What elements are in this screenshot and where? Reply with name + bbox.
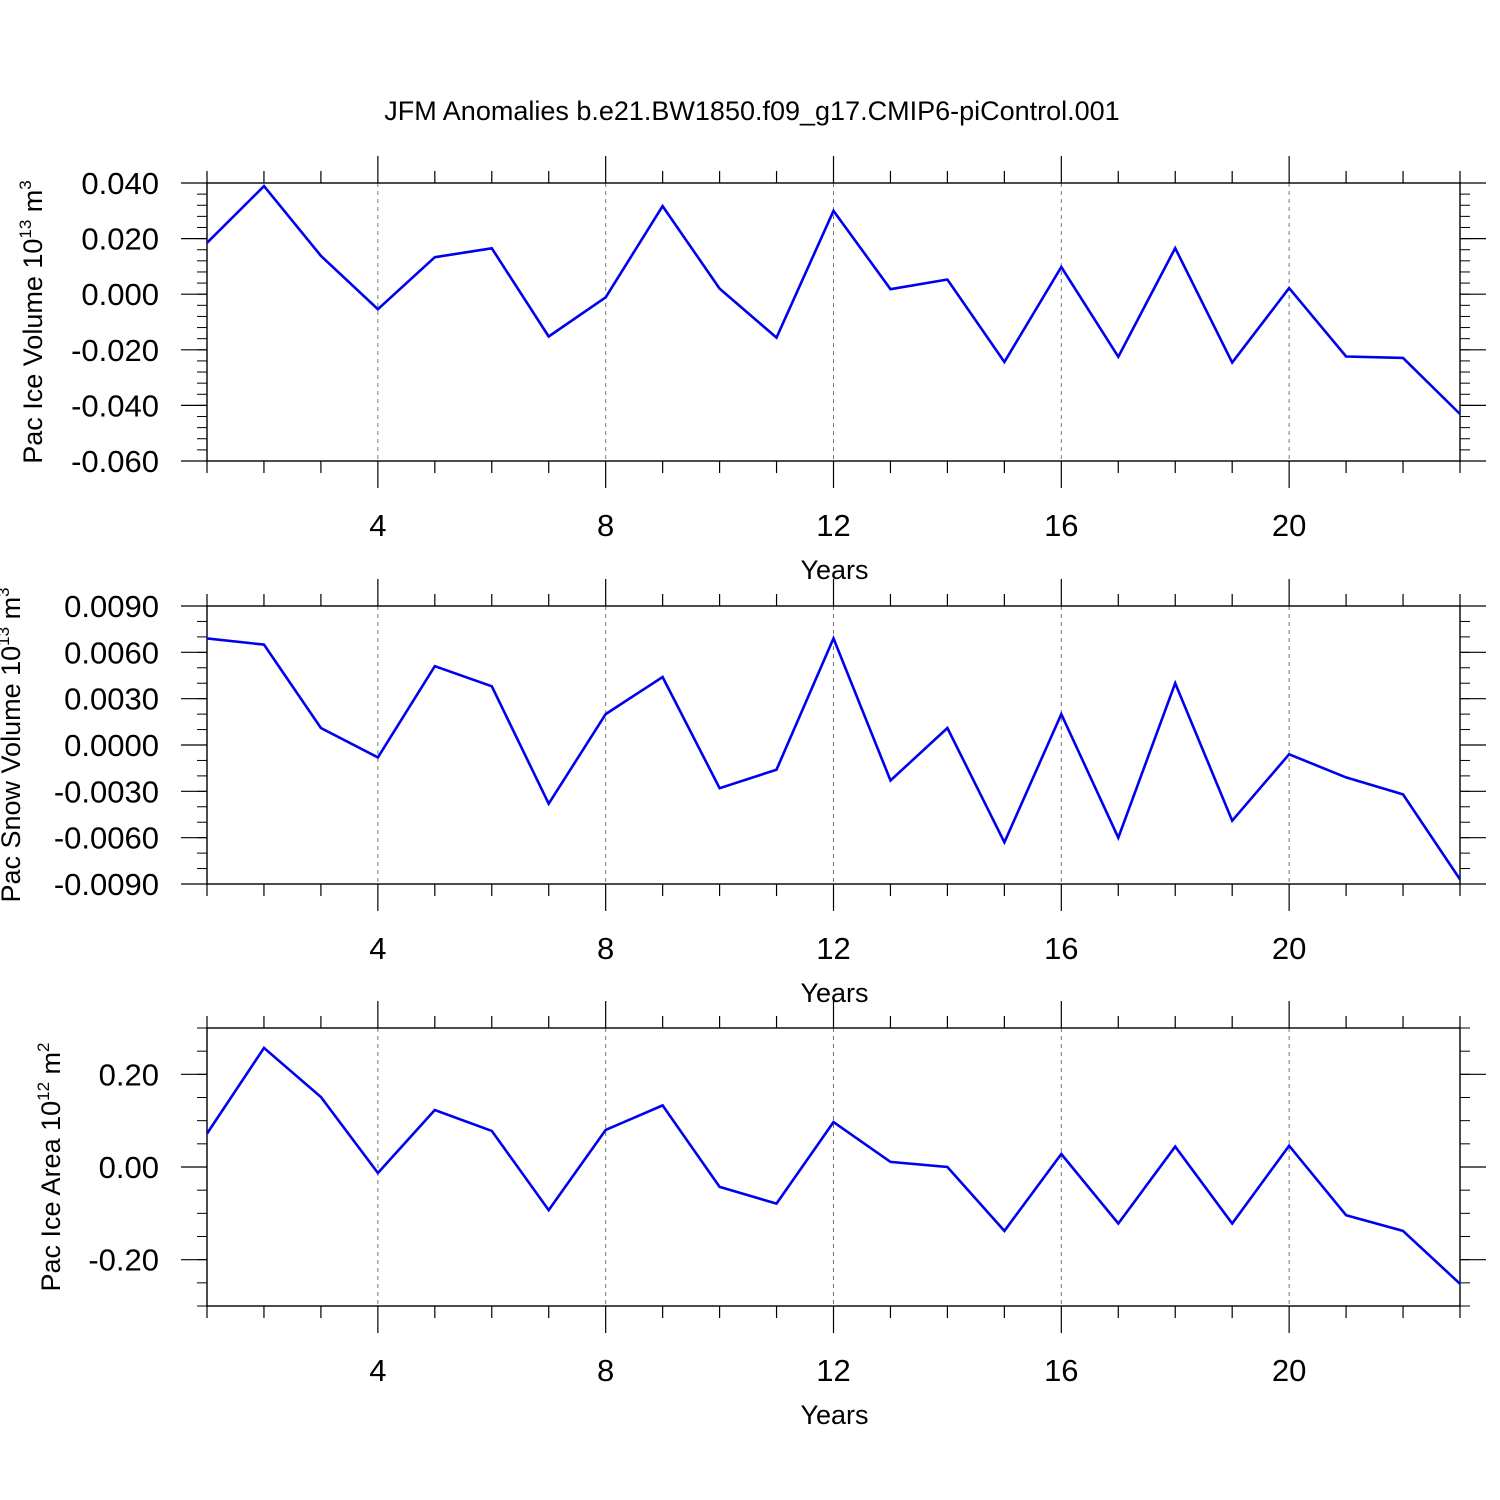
x-tick-label: 12 — [816, 1353, 850, 1388]
x-tick-label: 8 — [597, 931, 614, 966]
x-tick-label: 4 — [369, 1353, 386, 1388]
x-tick-label: 8 — [597, 1353, 614, 1388]
y-tick-label: 0.040 — [81, 166, 159, 201]
y-tick-label: -0.040 — [71, 388, 159, 423]
y-tick-label: 0.0090 — [64, 589, 159, 624]
x-axis-label: Years — [800, 978, 868, 1008]
x-tick-label: 20 — [1272, 508, 1306, 543]
panel-1: 0.040 0.020 0.000 -0.020 -0.040 -0.060 4 8 12 16 2… — [16, 156, 1486, 585]
x-tick-label: 4 — [369, 508, 386, 543]
x-tick-label: 16 — [1044, 1353, 1078, 1388]
x-tick-label: 8 — [597, 508, 614, 543]
x-tick-label: 20 — [1272, 1353, 1306, 1388]
plot-frame — [206, 605, 1461, 885]
y-tick-label: 0.0030 — [64, 682, 159, 717]
x-tick-label: 16 — [1044, 931, 1078, 966]
y-tick-label: 0.00 — [99, 1150, 159, 1185]
panel-2: 0.0090 0.0060 0.0030 0.0000 -0.0030 -0.0060 -0… — [0, 579, 1486, 1008]
y-tick-label: -0.0030 — [54, 774, 159, 809]
x-axis-label: Years — [800, 555, 868, 585]
panel-3: 0.20 0.00 -0.20 4 8 12 16 20 Years Pac Ice Area 1… — [34, 1001, 1486, 1430]
x-tick-label: 20 — [1272, 931, 1306, 966]
y-tick-label: 0.20 — [99, 1057, 159, 1092]
y-tick-label: -0.20 — [88, 1243, 159, 1278]
x-tick-label: 12 — [816, 508, 850, 543]
data-series-line — [206, 635, 1462, 881]
y-axis-label: Pac Ice Volume 1013 m3 — [16, 180, 48, 464]
y-tick-label: 0.0060 — [64, 635, 159, 670]
y-tick-label: 0.0000 — [64, 728, 159, 763]
y-tick-label: 0.020 — [81, 222, 159, 257]
chart-panels: 0.040 0.020 0.000 -0.020 -0.040 -0.060 4 8 12 16 2… — [0, 156, 1486, 1430]
y-tick-label: -0.020 — [71, 333, 159, 368]
chart-title: JFM Anomalies b.e21.BW1850.f09_g17.CMIP6… — [384, 96, 1119, 126]
x-tick-label: 16 — [1044, 508, 1078, 543]
y-tick-label: 0.000 — [81, 277, 159, 312]
y-tick-label: -0.060 — [71, 444, 159, 479]
plot-frame — [206, 1027, 1461, 1307]
data-series-line — [206, 184, 1461, 415]
y-tick-label: -0.0090 — [54, 867, 159, 902]
y-axis-label: Pac Snow Volume 1013 m3 — [0, 587, 26, 902]
y-tick-label: -0.0060 — [54, 821, 159, 856]
plot-frame — [206, 182, 1461, 462]
x-tick-label: 4 — [369, 931, 386, 966]
x-tick-label: 12 — [816, 931, 850, 966]
x-axis-label: Years — [800, 1400, 868, 1430]
y-axis-label: Pac Ice Area 1012 m2 — [34, 1042, 66, 1291]
data-series-line — [205, 1045, 1461, 1285]
